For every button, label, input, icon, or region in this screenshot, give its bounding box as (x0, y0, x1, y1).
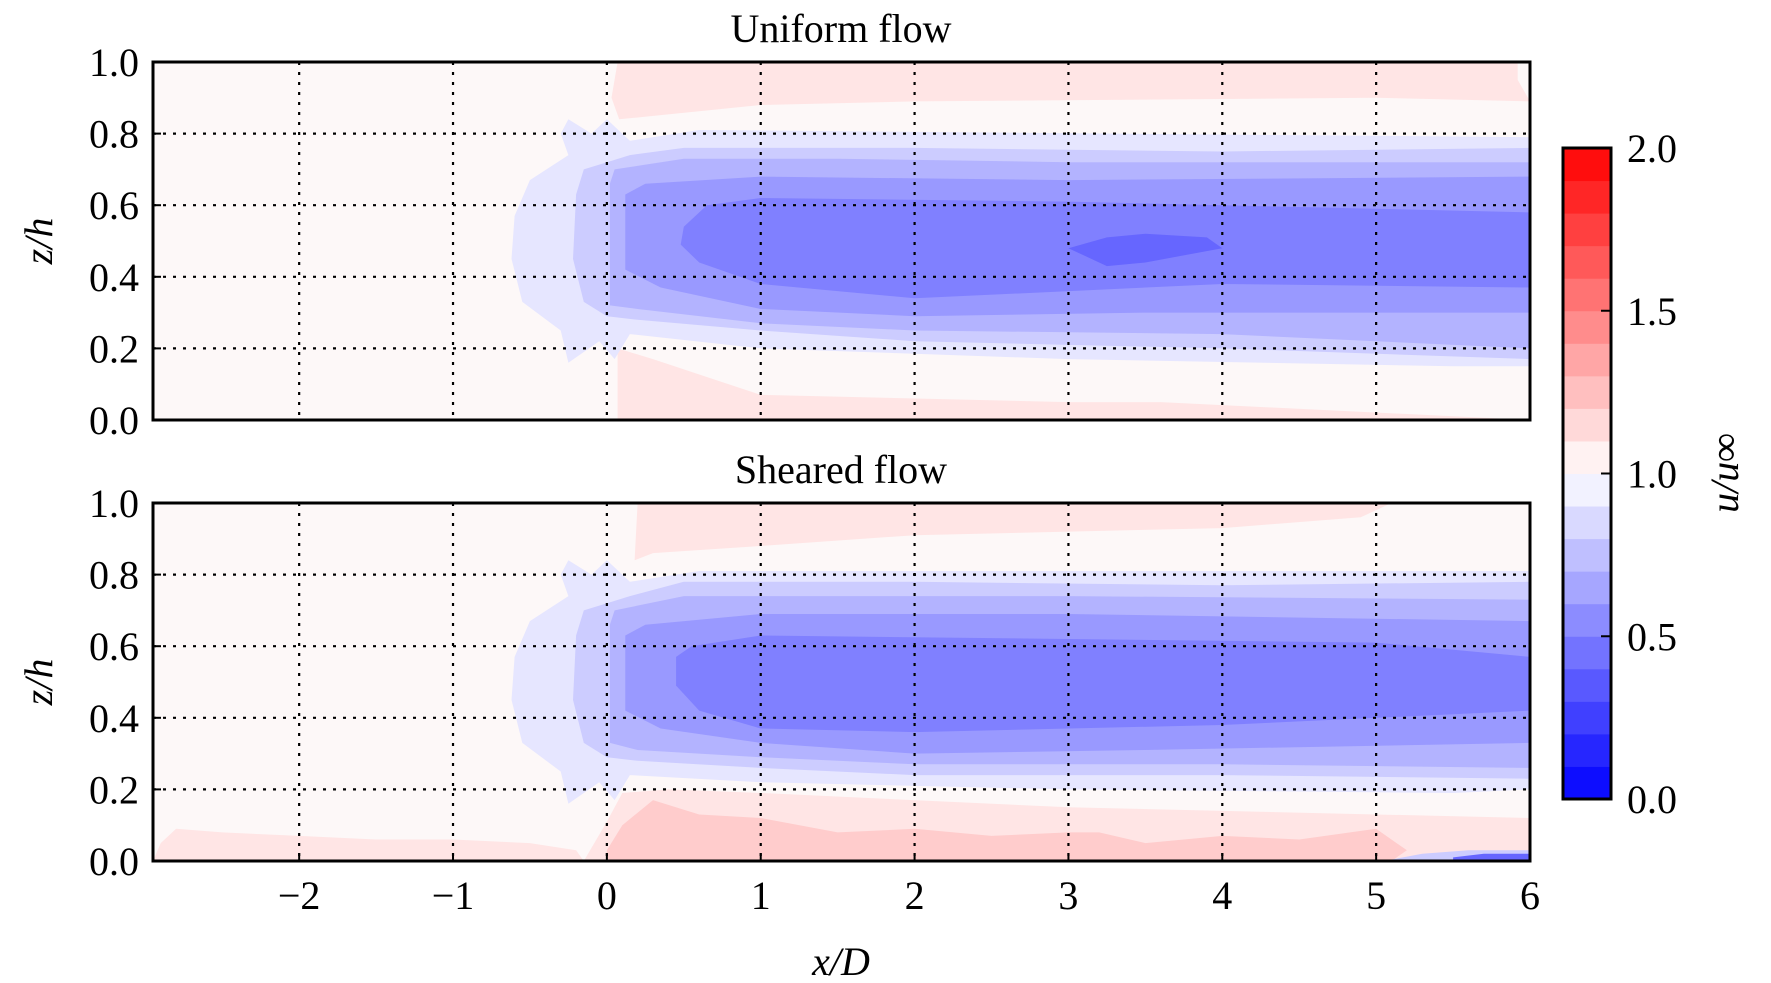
y-axis-label-uniform: z/h (16, 218, 61, 266)
colorbar-tick-label: 0.0 (1627, 777, 1677, 822)
colorbar-band (1563, 310, 1611, 344)
contour-region-1 (634, 503, 1392, 561)
colorbar-bands (1563, 148, 1611, 800)
y-tick-label: 0.0 (89, 839, 139, 884)
y-tick-label: 0.6 (89, 624, 139, 669)
y-tick-label: 0.4 (89, 696, 139, 741)
contour-region-2 (617, 348, 1530, 420)
colorbar-tick-label: 0.5 (1627, 614, 1677, 659)
panel-title-sheared: Sheared flow (735, 447, 947, 492)
contour-region-8 (1068, 233, 1223, 267)
colorbar-tick-label: 1.0 (1627, 452, 1677, 497)
axes-frame-sheared (151, 501, 1532, 863)
colorbar-band (1563, 180, 1611, 214)
y-tick-label: 0.0 (89, 398, 139, 443)
colorbar-band (1563, 408, 1611, 442)
y-axis-uniform: 0.0 0.2 0.4 0.6 0.8 1.0 (89, 40, 161, 443)
colorbar-band (1563, 766, 1611, 800)
colorbar-band (1563, 213, 1611, 247)
panel-uniform-flow: Uniform flow 0.0 0.2 0.4 0.6 0.8 1.0 z/h (16, 6, 1532, 443)
y-tick-label: 0.2 (89, 326, 139, 371)
colorbar-band (1563, 636, 1611, 670)
y-tick-label: 0.4 (89, 255, 139, 300)
x-axis-sheared: −2 −1 0 1 2 3 4 5 6 (278, 853, 1540, 918)
colorbar-band (1563, 733, 1611, 767)
x-tick-label: 5 (1366, 873, 1386, 918)
contour-region-4 (606, 800, 1407, 861)
colorbar-label: u/u∞ (1702, 433, 1747, 513)
colorbar-band (1563, 148, 1611, 182)
x-tick-label: 2 (905, 873, 925, 918)
x-tick-label: 3 (1058, 873, 1078, 918)
colorbar-band (1563, 343, 1611, 377)
y-tick-label: 1.0 (89, 481, 139, 526)
colorbar: 0.0 0.5 1.0 1.5 2.0 u/u∞ (1561, 126, 1747, 822)
colorbar-band (1563, 440, 1611, 474)
y-tick-label: 1.0 (89, 40, 139, 85)
x-tick-label: −2 (278, 873, 321, 918)
contour-region-2 (153, 828, 584, 861)
colorbar-band (1563, 375, 1611, 409)
colorbar-band (1563, 245, 1611, 279)
x-tick-label: 4 (1212, 873, 1232, 918)
x-tick-label: 0 (597, 873, 617, 918)
y-axis-label-sheared: z/h (16, 659, 61, 707)
colorbar-tick-label: 1.5 (1627, 289, 1677, 334)
y-tick-label: 0.2 (89, 767, 139, 812)
x-axis-label: x/D (811, 939, 870, 983)
y-tick-label: 0.6 (89, 183, 139, 228)
contour-layer-uniform (511, 62, 1530, 420)
colorbar-band (1563, 571, 1611, 605)
colorbar-band (1563, 538, 1611, 572)
colorbar-band (1563, 668, 1611, 702)
colorbar-band (1563, 603, 1611, 637)
y-tick-label: 0.8 (89, 112, 139, 157)
panel-sheared-flow: Sheared flow 0.0 0.2 0.4 0.6 0.8 1.0 −2 −1 0 1 2 3… (16, 447, 1540, 983)
y-tick-label: 0.8 (89, 553, 139, 598)
x-tick-label: 6 (1520, 873, 1540, 918)
x-tick-label: 1 (751, 873, 771, 918)
colorbar-band (1563, 278, 1611, 312)
contour-region-11 (1453, 853, 1530, 861)
colorbar-tick-label: 2.0 (1627, 126, 1677, 171)
colorbar-ticks: 0.0 0.5 1.0 1.5 2.0 (1601, 126, 1677, 822)
axes-frame-uniform (151, 60, 1532, 422)
contour-layer-sheared (153, 503, 1530, 861)
colorbar-band (1563, 701, 1611, 735)
contour-region-1 (611, 62, 1530, 120)
y-axis-sheared: 0.0 0.2 0.4 0.6 0.8 1.0 (89, 481, 161, 884)
x-tick-label: −1 (432, 873, 475, 918)
colorbar-band (1563, 473, 1611, 507)
panel-title-uniform: Uniform flow (730, 6, 951, 51)
contour-region-9 (676, 635, 1530, 733)
colorbar-band (1563, 506, 1611, 540)
